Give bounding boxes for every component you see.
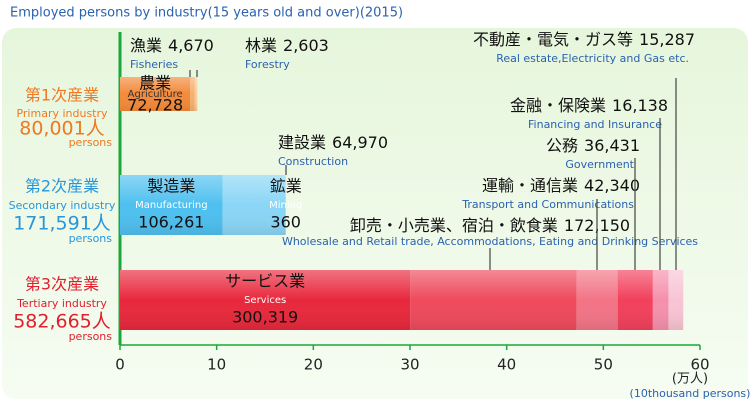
segment-name-en: Mining <box>269 200 302 211</box>
segment-value-label: 64,970 <box>332 133 388 152</box>
segment-name-en: Wholesale and Retail trade, Accommodatio… <box>282 235 698 248</box>
segment-value-label: 16,138 <box>612 96 668 115</box>
row-total: 582,665人 <box>13 311 111 333</box>
x-tick-label: 0 <box>115 356 125 374</box>
segment-name: 林業 <box>245 36 277 55</box>
segment-name: 製造業 <box>147 177 195 196</box>
segment-name-en: Financing and Insurance <box>528 118 662 131</box>
segment-name: 農業 <box>139 74 171 93</box>
bar-shine <box>617 270 653 330</box>
bar-shine <box>652 270 669 330</box>
segment-label: 漁業 4,670 <box>130 36 214 55</box>
segment-name: 鉱業 <box>270 177 302 196</box>
segment-name: 建設業 <box>278 133 326 152</box>
segment-name: 金融・保険業 <box>510 96 606 115</box>
bar-shine <box>668 270 684 330</box>
row-name: 第2次産業 <box>25 177 99 196</box>
segment-name-en: Real estate,Electricity and Gas etc. <box>496 52 689 65</box>
segment-value-label: 360 <box>270 213 301 232</box>
segment-label: 卸売・小売業、宿泊・飲食業 172,150 <box>350 216 630 235</box>
segment-name-en: Transport and Communications <box>461 198 634 211</box>
bar-shine <box>222 175 286 235</box>
segment-value-label: 2,603 <box>283 36 329 55</box>
segment-value-label: 106,261 <box>138 213 204 232</box>
row-name-en: Secondary industry <box>9 199 116 212</box>
x-axis-label-en: (10thousand persons) <box>630 387 750 400</box>
row-name-en: Primary industry <box>16 107 108 120</box>
segment-name-en: Forestry <box>245 58 290 71</box>
row-total: 80,001人 <box>19 118 104 140</box>
x-tick-label: 10 <box>207 356 226 374</box>
row-total: 171,591人 <box>13 213 111 235</box>
segment-value-label: 72,728 <box>127 96 183 115</box>
row-name-en: Tertiary industry <box>16 297 107 310</box>
x-tick-label: 30 <box>400 356 419 374</box>
row-unit: persons <box>69 136 113 149</box>
x-tick-label: 50 <box>594 356 613 374</box>
x-tick-label: 40 <box>497 356 516 374</box>
segment-name-en: Government <box>565 158 634 171</box>
segment-label: 金融・保険業 16,138 <box>510 96 668 115</box>
segment-label: 公務 36,431 <box>546 136 640 155</box>
segment-name: 卸売・小売業、宿泊・飲食業 <box>350 216 558 235</box>
segment-name: 漁業 <box>130 36 162 55</box>
segment-name-en: Construction <box>278 155 348 168</box>
x-tick-label: 20 <box>304 356 323 374</box>
segment-name-en: Fisheries <box>130 58 178 71</box>
bar-shine <box>120 175 223 235</box>
segment-value-label: 4,670 <box>168 36 214 55</box>
segment-name: 公務 <box>546 136 578 155</box>
segment-name: 運輸・通信業 <box>482 176 578 195</box>
bar-shine <box>120 270 411 330</box>
row-name: 第1次産業 <box>25 86 99 105</box>
segment-name-en: Manufacturing <box>135 200 207 211</box>
x-axis-label: (万人) <box>672 372 708 387</box>
bar-shine <box>576 270 618 330</box>
segment-value-label: 15,287 <box>639 30 695 49</box>
segment-name-en: Agriculture <box>128 89 183 100</box>
background <box>2 28 748 399</box>
bar-shine <box>194 77 198 111</box>
row-unit: persons <box>69 330 113 343</box>
segment-name: サービス業 <box>225 272 305 291</box>
row-unit: persons <box>69 232 113 245</box>
bar-shine <box>410 270 577 330</box>
segment-label: 不動産・電気・ガス等 15,287 <box>473 30 695 49</box>
bar-shine <box>190 77 195 111</box>
segment-name-en: Services <box>244 295 286 306</box>
bar-shine <box>120 77 191 111</box>
segment-value-label: 300,319 <box>232 308 298 327</box>
segment-name: 不動産・電気・ガス等 <box>473 30 633 49</box>
segment-label: 建設業 64,970 <box>278 133 388 152</box>
x-tick-label: 60 <box>690 356 709 374</box>
subtitle: Employed persons by industry(15 years ol… <box>10 6 403 21</box>
segment-value-label: 42,340 <box>584 176 640 195</box>
segment-label: 林業 2,603 <box>245 36 329 55</box>
segment-label: 運輸・通信業 42,340 <box>482 176 640 195</box>
row-name: 第3次産業 <box>25 275 99 294</box>
segment-value-label: 36,431 <box>584 136 640 155</box>
